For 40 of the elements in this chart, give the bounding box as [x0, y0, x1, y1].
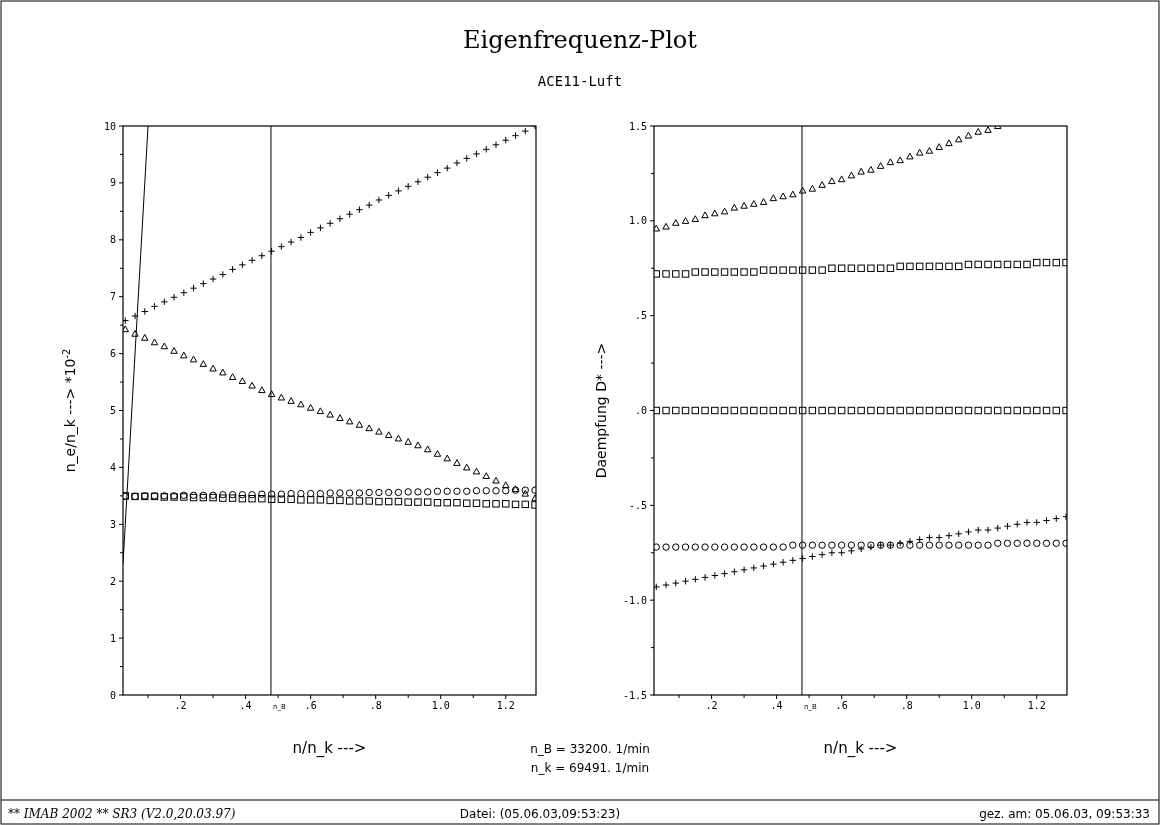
text: Datei: (05.06.03,09:53:23)	[459, 807, 621, 821]
y-tick-label: -.5	[628, 499, 647, 511]
x-tick-label: .4	[770, 700, 783, 711]
y-tick-label: 1.5	[628, 120, 647, 132]
text: ACE11-Luft	[537, 73, 623, 89]
x-tick-label: 1.2	[1027, 700, 1046, 711]
y-tick-label: 2	[109, 575, 116, 587]
text: ** IMAB 2002 ** SR3 (V2.0,20.03.97)	[8, 807, 236, 821]
y-tick-label: 9	[109, 177, 116, 189]
y-tick-label: .0	[634, 405, 647, 416]
text: gez. am: 05.06.03, 09:53:33	[979, 807, 1150, 821]
y-tick-label: .5	[634, 310, 647, 322]
y-tick-label: 3	[109, 518, 116, 530]
y-axis-title: Daempfung D* --->	[593, 342, 609, 479]
chart-title: Eigenfrequenz-Plot	[463, 26, 698, 54]
y-tick-label: 0	[109, 689, 116, 701]
x-tick-label: 1.2	[496, 700, 515, 711]
y-tick-label: 5	[109, 405, 116, 416]
text: n_k = 69491. 1/min	[530, 761, 650, 775]
y-tick-label: 7	[109, 291, 116, 303]
y-tick-label: 10	[103, 120, 116, 132]
y-tick-label: 1.0	[628, 215, 647, 227]
y-tick-label: 6	[109, 348, 116, 360]
y-tick-label: -1.0	[622, 594, 647, 606]
x-tick-label: .8	[369, 700, 382, 711]
y-tick-label: 4	[109, 461, 116, 473]
text: n_B = 33200. 1/min	[530, 742, 650, 756]
x-tick-label: .6	[835, 700, 848, 711]
x-tick-label: 1.0	[962, 700, 981, 711]
x-tick-label: .2	[705, 700, 718, 711]
y-tick-label: -1.5	[622, 689, 647, 701]
x-tick-label: .2	[174, 700, 187, 711]
y-tick-label: 1	[109, 632, 116, 644]
x-axis-title: n/n_k --->	[823, 739, 898, 758]
x-axis-title: n/n_k --->	[292, 739, 367, 758]
x-tick-label: .6	[304, 700, 317, 711]
x-tick-label: .8	[900, 700, 913, 711]
x-tick-label: 1.0	[431, 700, 450, 711]
x-tick-label: .4	[239, 700, 252, 711]
y-tick-label: 8	[109, 234, 116, 246]
